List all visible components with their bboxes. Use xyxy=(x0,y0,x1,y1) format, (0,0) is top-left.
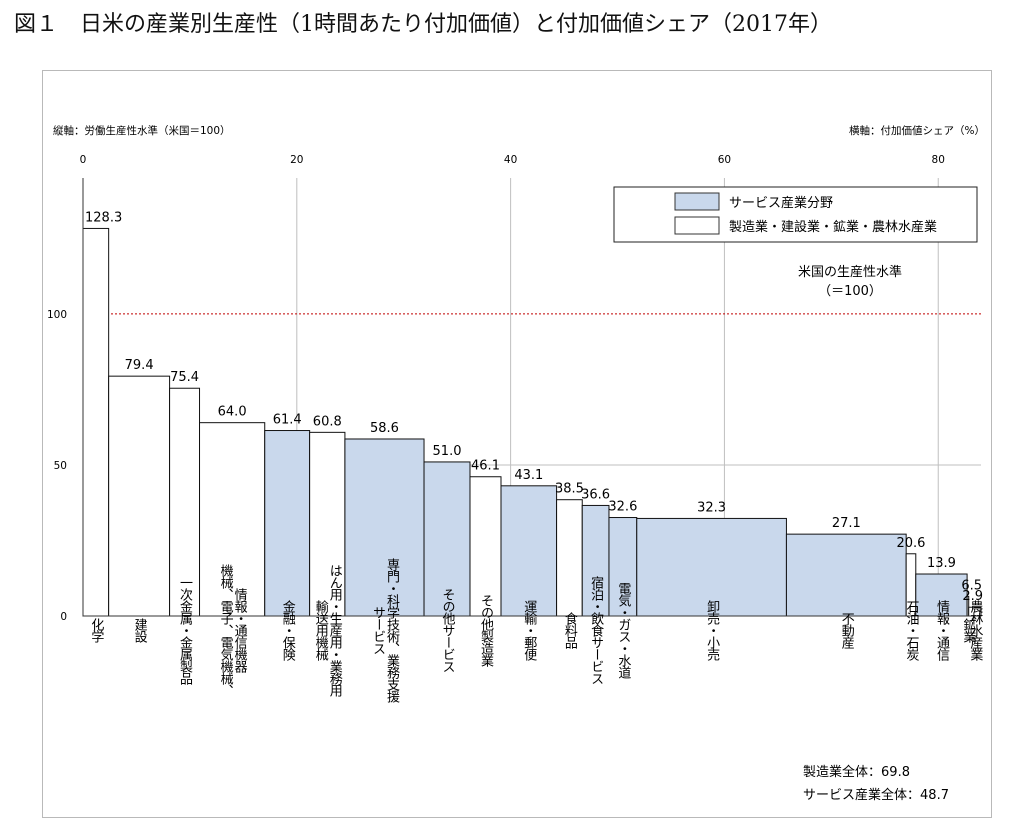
x-tick-label: 20 xyxy=(290,154,303,166)
category-label: 鉱業 xyxy=(960,617,976,643)
value-label: 75.4 xyxy=(170,370,199,385)
x-tick-label: 80 xyxy=(932,154,945,166)
y-tick-label: 50 xyxy=(54,460,67,472)
value-label: 64.0 xyxy=(218,405,247,420)
legend-label-manufacturing: 製造業・建設業・鉱業・農林水産業 xyxy=(729,219,937,235)
category-label: 一次金属・金属製品 xyxy=(177,576,193,685)
category-label: 化学 xyxy=(88,618,104,643)
value-label: 32.6 xyxy=(608,500,637,515)
bar xyxy=(264,430,311,617)
category-label: 食料品 xyxy=(562,611,578,649)
reference-line-value-label: （＝100） xyxy=(818,284,882,299)
figure-title: 図１ 日米の産業別生産性（1時間あたり付加価値）と付加価値シェア（2017年） xyxy=(14,12,832,37)
category-label: 専門・科学技術、業務支援 xyxy=(384,558,400,703)
category-label: 卸売・小売 xyxy=(704,599,720,662)
value-labels: 128.3 79.4 75.4 64.0 61.4 60.8 58.6 51.0 46.1 43.… xyxy=(85,210,983,604)
value-label: 13.9 xyxy=(927,556,956,571)
bar xyxy=(82,227,110,617)
category-label: 建設 xyxy=(132,618,148,643)
total-service: サービス産業全体：48.7 xyxy=(803,787,949,803)
category-label: 運輸・郵便 xyxy=(521,600,537,662)
value-label: 38.5 xyxy=(555,482,584,497)
category-label: 情報・通信 xyxy=(934,600,950,661)
totals: 製造業全体：69.8 サービス産業全体：48.7 xyxy=(803,764,949,803)
bar xyxy=(581,504,610,617)
y-axis-caption: 縦軸：労働生産性水準（米国＝100） xyxy=(53,124,231,137)
value-label: 6.5 xyxy=(961,578,982,593)
legend-swatch-manufacturing xyxy=(674,216,720,235)
bars xyxy=(82,227,982,617)
x-tick-label: 60 xyxy=(718,154,731,166)
category-label: 不動産 xyxy=(839,612,855,650)
value-label: 51.0 xyxy=(433,444,462,459)
category-label: その他製造業 xyxy=(478,594,494,667)
value-label: 128.3 xyxy=(85,210,122,225)
chart-svg: 0 20 40 60 80 0 50 100 128.3 79.4 75.4 64.0 61.4 60.… xyxy=(47,124,985,803)
category-label: 電気・ガス・水道 xyxy=(615,582,631,679)
bar xyxy=(344,438,425,617)
category-label: 農林水産業 xyxy=(967,600,983,661)
value-label: 60.8 xyxy=(313,414,342,429)
category-label: 情報・通信機器 xyxy=(232,588,248,674)
category-label: 輸送用機械 xyxy=(313,600,329,661)
bar xyxy=(608,517,638,617)
category-label: その他サービス xyxy=(440,588,456,673)
axes: 0 20 40 60 80 0 50 100 xyxy=(47,154,981,623)
value-label: 43.1 xyxy=(514,468,543,483)
legend: サービス産業分野 製造業・建設業・鉱業・農林水産業 xyxy=(613,186,978,243)
value-label: 79.4 xyxy=(125,358,154,373)
bar xyxy=(199,422,266,617)
reference-line-label: 米国の生産性水準 xyxy=(798,264,902,280)
category-label: 金融・保険 xyxy=(280,599,296,661)
legend-label-service: サービス産業分野 xyxy=(729,195,833,211)
value-label: 46.1 xyxy=(471,459,500,474)
value-label: 61.4 xyxy=(273,413,302,428)
chart-frame: 0 20 40 60 80 0 50 100 128.3 79.4 75.4 64.0 61.4 60.… xyxy=(42,70,992,818)
value-label: 58.6 xyxy=(370,421,399,436)
category-label: 石油・石炭 xyxy=(903,600,919,662)
y-tick-label: 0 xyxy=(60,611,67,623)
value-label: 27.1 xyxy=(832,516,861,531)
x-axis-caption: 横軸：付加価値シェア（%） xyxy=(849,124,985,137)
category-label: 機械、電子、電気機械、 xyxy=(218,564,234,696)
value-label: 36.6 xyxy=(581,487,610,502)
bar xyxy=(636,517,787,617)
category-label: はん用・生産用・業務用 xyxy=(327,564,343,698)
bar xyxy=(309,431,346,617)
x-tick-label: 40 xyxy=(504,154,517,166)
bar xyxy=(108,375,171,617)
legend-swatch-service xyxy=(674,192,720,211)
category-label: 宿泊・飲食サービス xyxy=(588,575,604,685)
value-label: 2.9 xyxy=(962,589,983,604)
value-label: 20.6 xyxy=(897,536,926,551)
bar xyxy=(556,499,583,617)
category-label: サービス xyxy=(370,606,385,655)
total-manufacturing: 製造業全体：69.8 xyxy=(803,764,910,780)
bar xyxy=(423,461,471,617)
bar xyxy=(785,533,907,617)
value-label: 32.3 xyxy=(697,500,726,515)
x-tick-label: 0 xyxy=(80,154,87,166)
bar xyxy=(500,485,558,617)
y-tick-label: 100 xyxy=(47,309,67,321)
